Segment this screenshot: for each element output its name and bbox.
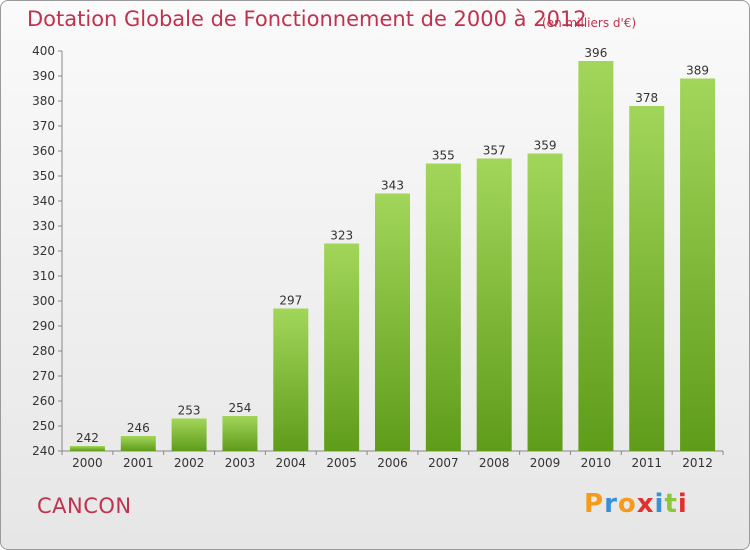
data-label-2011: 378: [635, 91, 658, 105]
commune-name: CANCON: [37, 494, 132, 518]
logo-letter: o: [617, 489, 637, 519]
chart-title: Dotation Globale de Fonctionnement de 20…: [27, 7, 587, 31]
data-label-2002: 253: [178, 404, 201, 418]
x-tick-label-2003: 2003: [225, 456, 256, 470]
y-tick-label: 250: [32, 419, 55, 433]
bar-2002: [171, 418, 207, 451]
y-tick-label: 350: [32, 169, 55, 183]
x-tick-label-2010: 2010: [581, 456, 612, 470]
bar-2009: [527, 153, 563, 451]
x-tick-label-2006: 2006: [377, 456, 408, 470]
labels: 242 2000 246 2001 253 2002 254 2003 297 2004 323 20…: [72, 46, 713, 470]
data-label-2005: 323: [330, 229, 353, 243]
x-tick-label-2001: 2001: [123, 456, 154, 470]
y-tick-label: 270: [32, 369, 55, 383]
proxiti-logo: Proxiti: [584, 489, 688, 519]
bars: [69, 61, 716, 451]
bar-2011: [629, 106, 665, 451]
x-tick-label-2007: 2007: [428, 456, 459, 470]
logo-letter: i: [654, 489, 665, 519]
axes: 240 250 260 270 280 290 300 310 320 330 340 350 360 3…: [32, 44, 724, 458]
data-label-2012: 389: [686, 64, 709, 78]
y-tick-label: 260: [32, 394, 55, 408]
y-tick-label: 320: [32, 244, 55, 258]
bar-2012: [680, 78, 716, 451]
bar-2000: [69, 446, 105, 451]
y-tick-label: 380: [32, 94, 55, 108]
x-tick-label-2002: 2002: [174, 456, 205, 470]
data-label-2001: 246: [127, 421, 150, 435]
logo-letter: x: [636, 489, 655, 519]
bar-2004: [273, 308, 309, 451]
logo-letter: P: [584, 489, 605, 519]
bar-2005: [324, 243, 360, 451]
x-tick-label-2012: 2012: [682, 456, 713, 470]
y-tick-label: 340: [32, 194, 55, 208]
y-tick-label: 400: [32, 44, 55, 58]
data-label-2010: 396: [584, 46, 607, 60]
x-tick-label-2008: 2008: [479, 456, 510, 470]
y-tick-label: 390: [32, 69, 55, 83]
bar-2007: [425, 163, 461, 451]
y-tick-label: 290: [32, 319, 55, 333]
x-tick-label-2005: 2005: [326, 456, 357, 470]
bar-2006: [375, 193, 410, 451]
y-tick-label: 360: [32, 144, 55, 158]
x-tick-label-2011: 2011: [631, 456, 662, 470]
data-label-2003: 254: [229, 401, 252, 415]
logo-letter: i: [677, 489, 688, 519]
logo-letter: t: [664, 489, 678, 519]
bar-2008: [476, 158, 512, 451]
y-tick-label: 280: [32, 344, 55, 358]
logo-letter: r: [604, 489, 618, 519]
chart-subtitle: (en milliers d'€): [542, 16, 637, 30]
bar-2003: [222, 416, 258, 451]
data-label-2008: 357: [483, 144, 506, 158]
bar-2001: [120, 436, 156, 451]
data-label-2007: 355: [432, 149, 455, 163]
y-tick-label: 370: [32, 119, 55, 133]
y-tick-label: 240: [32, 444, 55, 458]
y-tick-label: 310: [32, 269, 55, 283]
bar-2010: [578, 61, 614, 451]
x-tick-label-2009: 2009: [530, 456, 561, 470]
x-tick-label-2004: 2004: [276, 456, 307, 470]
data-label-2000: 242: [76, 431, 99, 445]
y-tick-label: 330: [32, 219, 55, 233]
x-tick-label-2000: 2000: [72, 456, 103, 470]
data-label-2009: 359: [534, 139, 557, 153]
data-label-2004: 297: [279, 294, 302, 308]
data-label-2006: 343: [381, 179, 404, 193]
y-tick-label: 300: [32, 294, 55, 308]
